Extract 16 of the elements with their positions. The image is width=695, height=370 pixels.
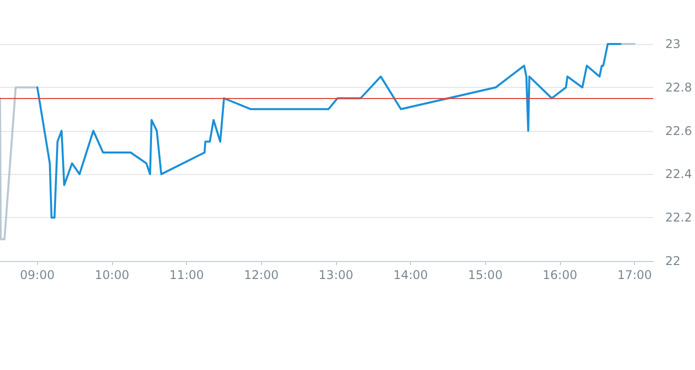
y-tick-label: 22.2 [665, 210, 692, 225]
y-tick-label: 22.6 [665, 124, 692, 138]
line-series [36, 43, 623, 219]
x-tick-label: 10:00 [94, 268, 130, 282]
x-tick-label: 17:00 [617, 268, 652, 282]
x-tick-label: 12:00 [244, 268, 279, 282]
x-tick-label: 15:00 [468, 268, 503, 282]
y-tick-label: 22 [665, 254, 681, 268]
x-tick-label: 16:00 [542, 268, 578, 282]
y-tick-label: 23 [665, 37, 681, 51]
y-tick-label: 22.8 [665, 80, 692, 94]
x-tick-label: 13:00 [318, 268, 354, 282]
y-tick-label: 22.4 [665, 167, 692, 182]
x-tick-label: 09:00 [20, 268, 55, 282]
x-tick-label: 14:00 [393, 268, 428, 282]
x-tick-label: 11:00 [169, 268, 204, 282]
